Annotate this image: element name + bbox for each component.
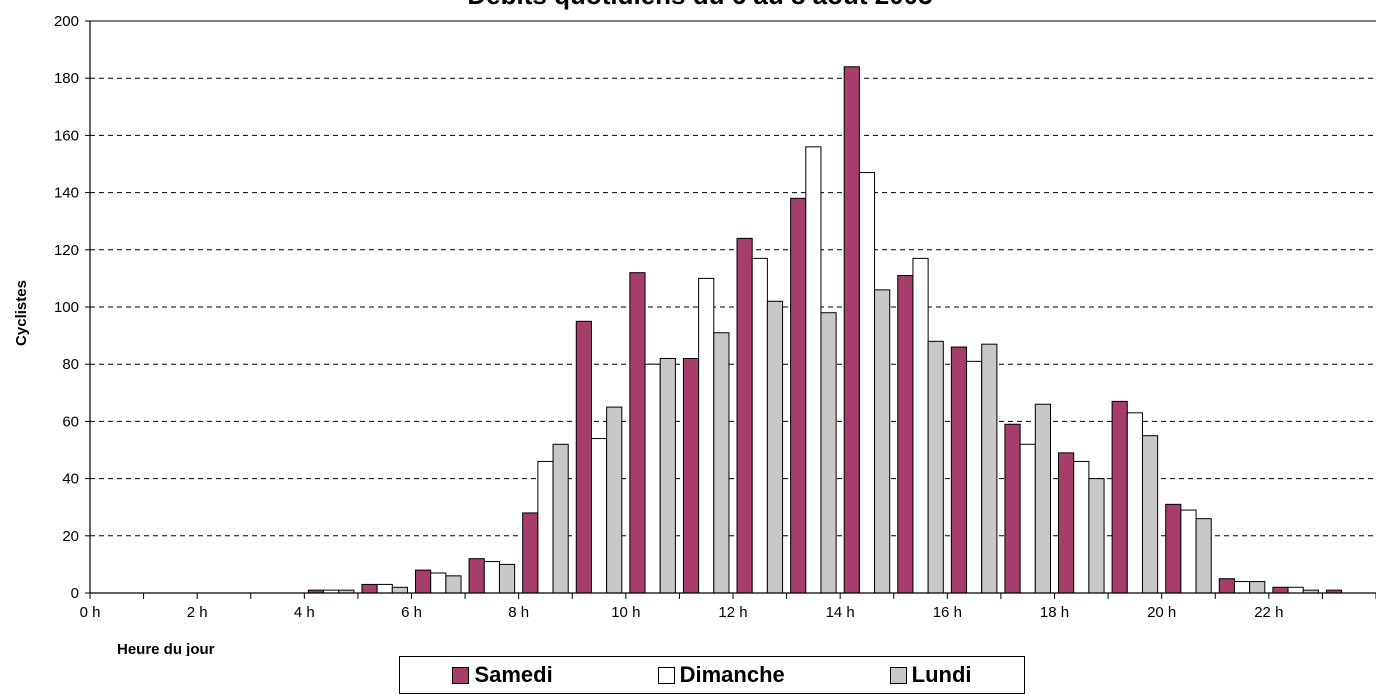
bar-dimanche-15 [912,257,929,594]
bar-dimanche-8 [537,460,554,594]
legend-label-lundi: Lundi [911,662,972,687]
bar-lundi-17 [1034,403,1051,594]
bar-lundi-19 [1141,435,1159,594]
x-tick-label: 20 h [1147,604,1176,621]
y-tick-label: 200 [54,13,79,30]
bar-lundi-14 [874,289,891,594]
bar-dimanche-10 [644,363,661,594]
bar-dimanche-17 [1019,443,1036,594]
bar-dimanche-14 [858,172,876,594]
bar-dimanche-9 [590,438,608,594]
bar-samedi-7 [468,558,485,594]
x-tick-label: 18 h [1040,604,1069,621]
x-tick-label: 6 h [401,604,422,621]
bar-lundi-8 [552,443,569,594]
y-tick-label: 100 [54,299,79,316]
y-tick-label: 60 [62,413,79,430]
bar-lundi-15 [927,340,944,594]
bar-samedi-16 [950,346,968,594]
chart-title: Débits quotidiens du 6 au 8 août 2005 [467,0,932,10]
x-tick-label: 2 h [187,604,208,621]
x-tick-label: 0 h [80,604,101,621]
y-tick-label: 20 [62,528,79,545]
legend-item-samedi: Samedi [452,662,553,688]
legend-swatch-dimanche [657,666,675,684]
bar-lundi-6 [445,575,462,594]
x-tick-labels: 0 h 2 h 4 h 6 h 8 h 10 h 12 h 14 h 16 h 18 h 20 h 2… [80,604,1284,621]
bar-dimanche-13 [805,146,822,594]
bar-samedi-8 [522,512,539,594]
x-tick-label: 8 h [508,604,529,621]
bar-samedi-15 [897,275,914,594]
bar-lundi-9 [606,406,623,594]
bar-dimanche-19 [1126,412,1143,594]
axes [85,20,1376,599]
bar-lundi-10 [659,357,676,594]
bar-samedi-12 [736,237,753,594]
gridlines [90,77,1376,537]
bar-samedi-22 [1272,586,1289,594]
legend: Samedi Dimanche Lundi [399,656,1025,694]
bar-lundi-12 [766,300,784,594]
bar-dimanche-11 [698,277,715,594]
bar-samedi-10 [629,272,646,594]
bar-dimanche-21 [1233,581,1251,594]
legend-item-lundi: Lundi [889,662,972,688]
bar-samedi-5 [361,583,378,594]
x-tick-label: 14 h [826,604,855,621]
bars [307,66,1343,594]
bar-dimanche-6 [430,572,447,594]
legend-swatch-samedi [452,666,470,684]
y-tick-label: 160 [54,127,79,144]
bar-samedi-20 [1165,503,1182,594]
bar-samedi-17 [1004,423,1021,594]
bar-samedi-18 [1058,452,1075,594]
y-tick-label: 40 [62,471,79,488]
bar-dimanche-22 [1287,586,1304,594]
bar-lundi-5 [391,586,408,594]
x-tick-label: 4 h [294,604,315,621]
bar-samedi-11 [682,357,700,594]
y-tick-label: 80 [62,356,79,373]
bar-dimanche-7 [483,561,500,594]
bar-lundi-16 [981,343,998,594]
x-axis-label: Heure du jour [117,641,215,656]
legend-swatch-lundi [889,666,907,684]
y-tick-label: 140 [54,185,79,202]
bar-lundi-11 [713,332,730,594]
x-tick-label: 12 h [718,604,747,621]
bar-lundi-13 [820,312,837,594]
y-tick-label: 180 [54,70,79,87]
bar-dimanche-18 [1073,460,1090,594]
legend-item-dimanche: Dimanche [657,662,785,688]
bar-samedi-6 [415,569,432,594]
legend-label-samedi: Samedi [474,662,553,687]
legend-label-dimanche: Dimanche [679,662,785,687]
bar-samedi-14 [843,66,860,594]
bar-samedi-9 [575,320,592,594]
bar-lundi-18 [1088,478,1105,594]
y-tick-labels: 0 20 40 60 80 100 120 140 160 180 200 [54,13,79,602]
bar-dimanche-16 [966,360,983,594]
bar-dimanche-12 [751,257,768,594]
bar-lundi-7 [498,563,516,594]
bar-lundi-21 [1249,581,1266,594]
x-tick-label: 16 h [933,604,962,621]
y-axis-label: Cyclistes [13,280,30,346]
chart-svg: 0 20 40 60 80 100 120 140 160 180 200 0 h 2 h 4 h 6 h… [13,0,1376,656]
y-tick-label: 0 [71,585,79,602]
bar-dimanche-20 [1180,509,1197,594]
bar-samedi-13 [790,197,807,594]
y-tick-label: 120 [54,242,79,259]
bar-dimanche-5 [376,583,393,594]
bar-lundi-20 [1195,518,1212,594]
bar-samedi-21 [1218,578,1235,594]
x-tick-label: 22 h [1254,604,1283,621]
bar-samedi-19 [1111,400,1128,594]
x-tick-label: 10 h [611,604,640,621]
